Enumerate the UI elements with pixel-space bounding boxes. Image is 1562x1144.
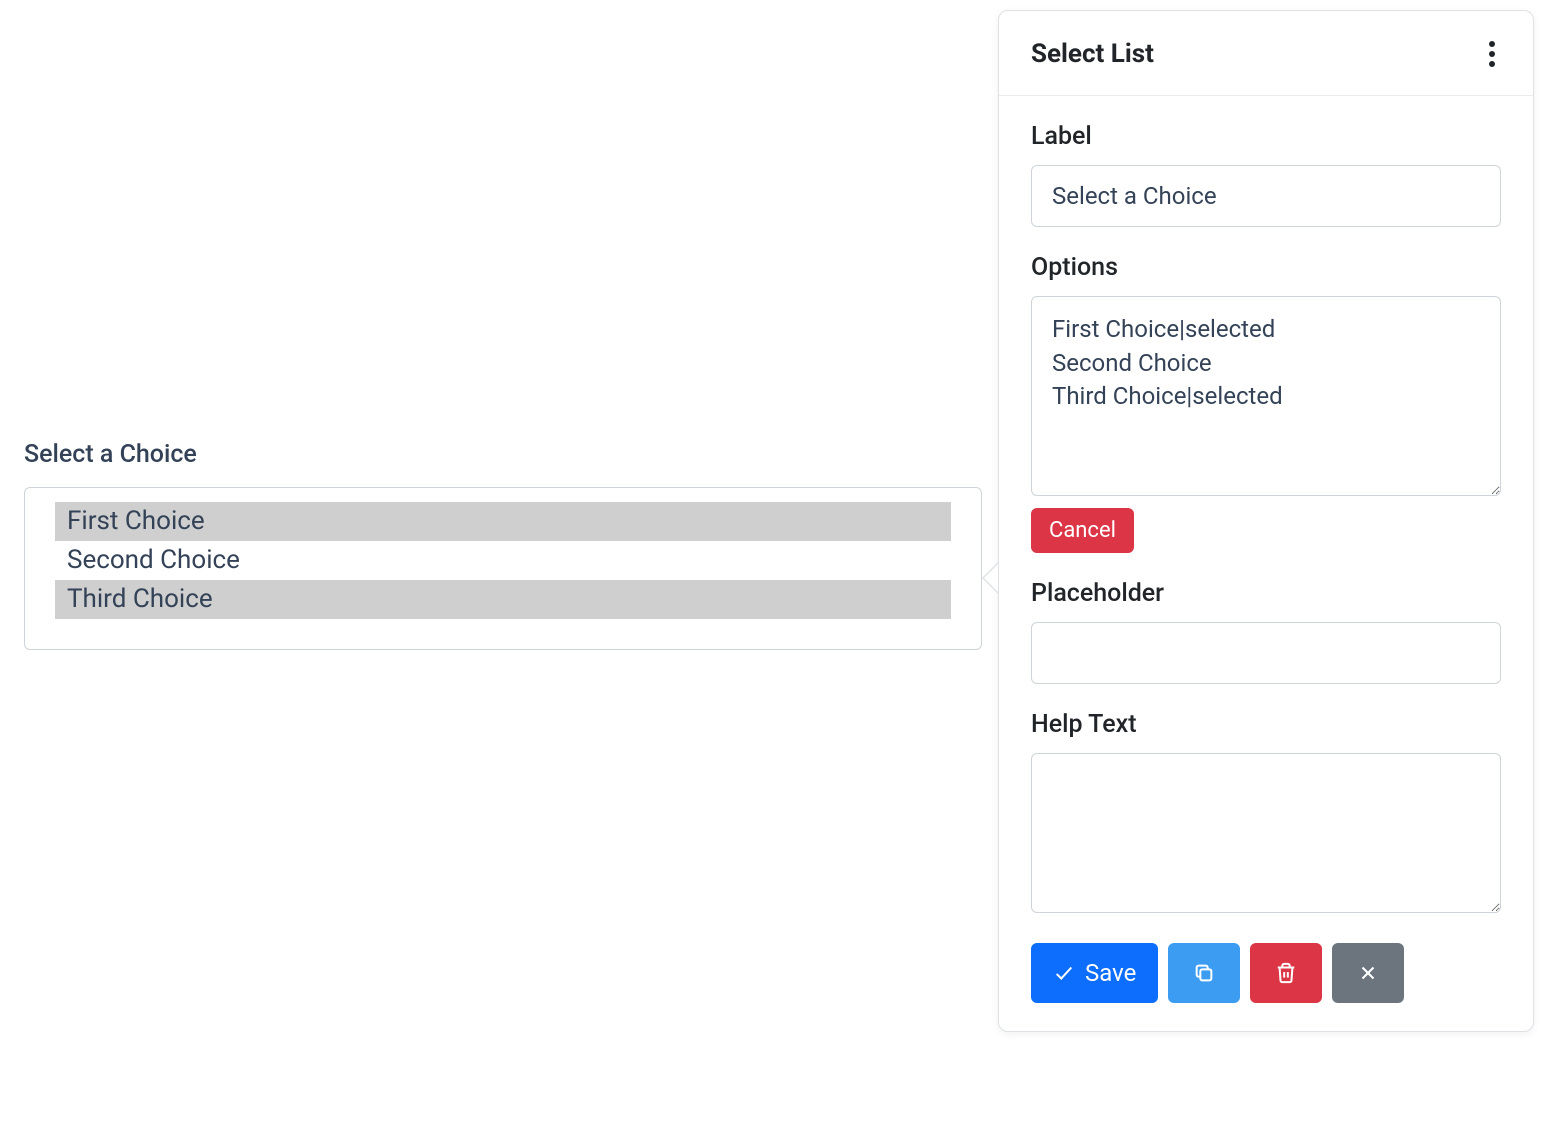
options-textarea[interactable] [1031,296,1501,496]
panel-body: Label Options Cancel Placeholder Help Te… [999,96,1533,1031]
form-preview: Select a Choice First Choice Second Choi… [24,440,982,650]
select-list-control[interactable]: First Choice Second Choice Third Choice [24,487,982,650]
field-config-panel: Select List Label Options Cancel Placeho… [998,10,1534,1032]
copy-icon [1193,962,1215,984]
save-button-label: Save [1085,959,1136,987]
preview-field-label: Select a Choice [24,440,982,469]
close-icon [1357,962,1379,984]
helptext-textarea[interactable] [1031,753,1501,913]
helptext-field-title: Help Text [1031,710,1501,739]
copy-button[interactable] [1168,943,1240,1003]
options-field-group: Options Cancel [1031,253,1501,553]
select-option[interactable]: First Choice [55,502,951,541]
delete-button[interactable] [1250,943,1322,1003]
more-options-icon[interactable] [1483,37,1501,71]
options-field-title: Options [1031,253,1501,282]
label-field-group: Label [1031,122,1501,227]
helptext-field-group: Help Text [1031,710,1501,917]
cancel-button[interactable]: Cancel [1031,508,1134,553]
check-icon [1053,962,1075,984]
label-input[interactable] [1031,165,1501,227]
action-row: Save [1031,943,1501,1003]
trash-icon [1275,962,1297,984]
placeholder-field-group: Placeholder [1031,579,1501,684]
close-button[interactable] [1332,943,1404,1003]
placeholder-field-title: Placeholder [1031,579,1501,608]
panel-header: Select List [999,11,1533,96]
placeholder-input[interactable] [1031,622,1501,684]
select-option[interactable]: Third Choice [55,580,951,619]
panel-title: Select List [1031,39,1154,69]
pointer-notch [982,562,998,594]
label-field-title: Label [1031,122,1501,151]
select-option[interactable]: Second Choice [55,541,951,580]
save-button[interactable]: Save [1031,943,1158,1003]
